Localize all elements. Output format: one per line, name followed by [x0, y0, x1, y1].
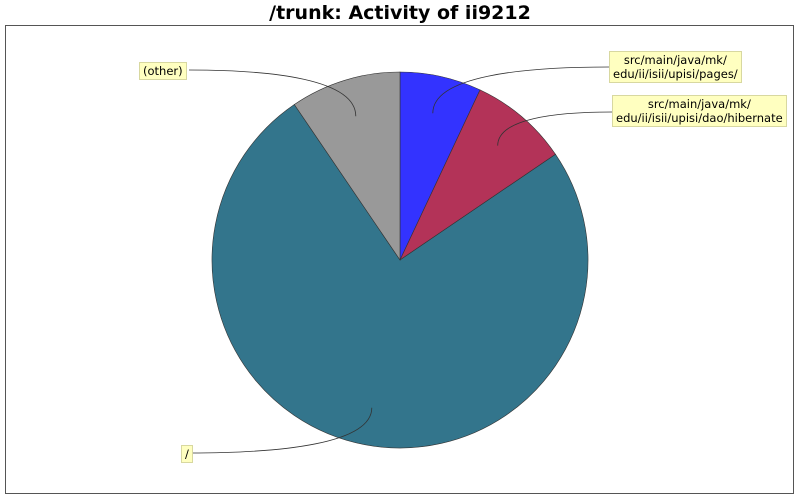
slice-label-line: src/main/java/mk/	[623, 53, 727, 67]
slice-label-pages: src/main/java/mk/ edu/ii/isii/upisi/page…	[609, 51, 742, 83]
slice-other	[293, 71, 401, 261]
chart-title: /trunk: Activity of ii9212	[269, 2, 531, 24]
leader-line-slice-other	[188, 69, 357, 117]
slice-label-line: edu/ii/isii/upisi/dao/hibernate	[616, 111, 783, 125]
pie-slices	[211, 71, 589, 449]
slice-label-line: src/main/java/mk/	[647, 97, 751, 111]
slice-root	[211, 104, 589, 449]
leader-line-slice-pages	[432, 66, 610, 114]
slice-label-other: (other)	[139, 62, 187, 80]
slice-label-dao-hibernate: src/main/java/mk/ edu/ii/isii/upisi/dao/…	[612, 95, 787, 127]
slice-label-root: /	[181, 445, 193, 463]
slice-label-line: (other)	[143, 64, 183, 78]
plot-frame	[5, 25, 794, 494]
label-leader-lines	[188, 66, 613, 454]
leader-line-slice-root	[189, 407, 373, 454]
slice-label-line: /	[185, 447, 189, 461]
slice-label-line: edu/ii/isii/upisi/pages/	[613, 67, 738, 81]
slice-dao-hibernate	[399, 89, 556, 261]
leader-line-slice-dao-hibernate	[497, 111, 613, 146]
